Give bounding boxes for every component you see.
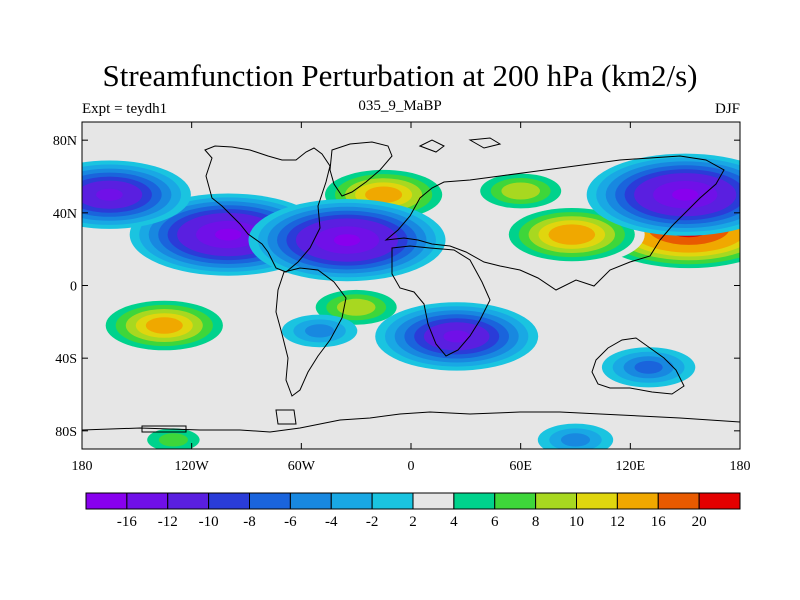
x-tick-label: 60E [509,459,532,474]
colorbar-swatch [453,492,496,510]
colorbar-swatch [371,492,414,510]
coastline-africa [391,245,491,357]
colorbar-label: -10 [199,514,219,530]
contour-south-atlantic-high-3 [336,298,376,316]
x-axis: 180 120W 60W 0 60E 120E 180 [72,122,751,474]
contour-africa-south-low-6 [443,330,471,343]
contour-australia-low-3 [634,360,663,374]
colorbar-label: -12 [158,514,178,530]
contour-north-pacific-low-7 [672,188,699,201]
colorbar-label: -2 [366,514,379,530]
contour-south-america-low-2 [305,324,335,338]
colorbar: -16 -12 -10 -8 -6 -4 -2 2 4 6 8 10 12 16 20 [85,492,741,530]
contour-south-pacific-low-high-2 [158,433,188,447]
coastline-south-america [275,267,347,397]
colorbar-label: 16 [651,514,667,530]
colorbar-label: -8 [243,514,256,530]
x-tick-label: 0 [408,459,415,474]
coastline-layer [82,137,740,433]
coastline-antarctica [82,411,740,433]
colorbar-label: 4 [450,514,458,530]
colorbar-label: 20 [692,514,707,530]
x-tick-label: 60W [288,459,316,474]
x-tick-label: 180 [730,459,751,474]
contour-north-america-low-7 [215,228,242,241]
y-tick-label: 40S [55,352,77,367]
colorbar-label: 6 [491,514,499,530]
colorbar-label: -16 [117,514,137,530]
y-tick-label: 80S [55,425,77,440]
y-tick-label: 0 [70,280,77,295]
colorbar-swatch [412,492,455,510]
contour-south-pacific-high-5 [145,317,183,334]
x-tick-label: 180 [72,459,93,474]
season-label: DJF [714,101,740,117]
contour-southern-ocean-low-2 [560,433,591,447]
case-label: 035_9_MaBP [358,98,442,114]
contour-central-asia-high-3 [501,182,540,200]
colorbar-label: 2 [409,514,417,530]
colorbar-label: -6 [284,514,297,530]
colorbar-swatch [330,492,373,510]
y-axis: 80N 40N 0 40S 80S [53,134,740,440]
y-tick-label: 40N [53,207,77,222]
coastline-arctic-islands [141,137,502,433]
contour-europe-high-5 [365,186,403,203]
chart-title: Streamfunction Perturbation at 200 hPa (… [102,58,698,93]
coastline-north-america [204,145,331,273]
colorbar-label: 10 [569,514,584,530]
coastline-australia [591,337,685,395]
coastline-greenland [329,141,393,197]
coastline-eurasia [384,155,725,291]
colorbar-swatch [616,492,659,510]
y-tick-label: 80N [53,134,77,149]
colorbar-swatch [208,492,250,510]
colorbar-swatch [249,492,291,510]
colorbar-swatch [657,492,700,510]
colorbar-swatch [494,492,537,510]
colorbar-swatch [535,492,577,510]
colorbar-label: 12 [610,514,625,530]
contour-east-pacific-low-6 [96,188,123,201]
colorbar-swatch [85,492,128,510]
field-layer [82,153,740,449]
x-tick-label: 120W [175,459,210,474]
colorbar-swatch [698,492,741,510]
colorbar-swatch [289,492,332,510]
colorbar-swatch [576,492,618,510]
contour-asia-high-5 [548,224,596,245]
colorbar-swatch [126,492,169,510]
colorbar-swatch [167,492,210,510]
experiment-label: Expt = teydh1 [82,101,168,117]
colorbar-label: -4 [325,514,338,530]
contour-north-atlantic-low-7 [333,234,361,247]
x-tick-label: 120E [616,459,646,474]
colorbar-label: 8 [532,514,540,530]
